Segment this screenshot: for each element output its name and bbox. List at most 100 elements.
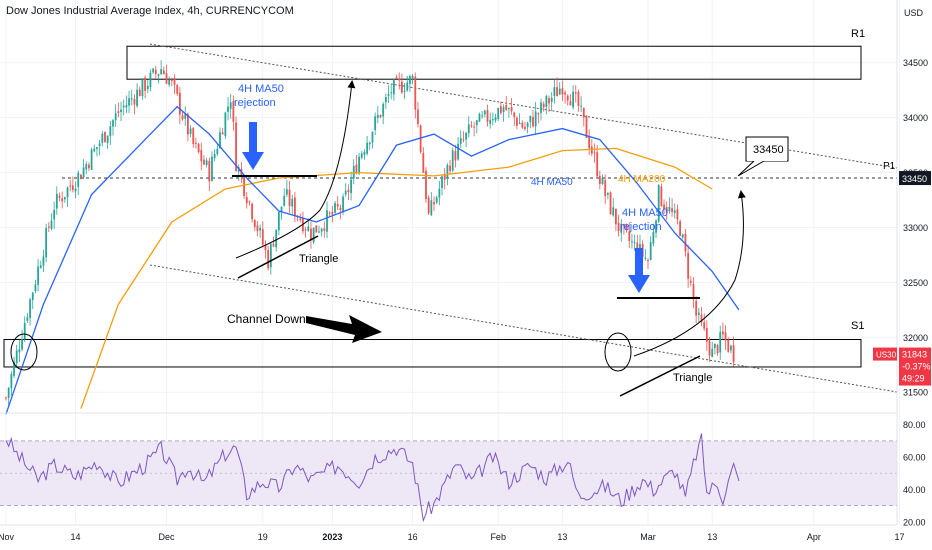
candle-body	[248, 201, 251, 203]
candle-body	[13, 361, 15, 376]
candle-body	[224, 112, 227, 137]
candle-body	[676, 209, 679, 220]
candle-body	[251, 203, 253, 220]
candle-body	[548, 98, 550, 104]
candle-body	[647, 259, 649, 261]
candle-body	[574, 92, 577, 94]
candle-body	[31, 292, 34, 300]
candle-body	[561, 88, 564, 95]
time-tick-label: Nov	[0, 532, 14, 542]
candle-body	[403, 90, 406, 92]
candle-body	[39, 265, 42, 268]
candle-body	[53, 210, 56, 220]
candle-body	[601, 178, 604, 185]
candle-body	[655, 220, 657, 233]
candle-body	[497, 107, 500, 119]
candle-body	[61, 198, 64, 202]
candle-body	[47, 226, 50, 228]
candle-body	[499, 105, 502, 113]
candle-body	[285, 189, 288, 195]
candle-body	[312, 227, 315, 243]
candle-body	[109, 126, 112, 137]
candle-body	[419, 125, 422, 152]
candle-body	[106, 135, 109, 143]
candle-body	[556, 87, 558, 97]
support-touch-circle-1	[10, 333, 38, 371]
candle-body	[227, 106, 229, 112]
candle-body	[451, 150, 454, 171]
candle-body	[537, 113, 540, 115]
candle-body	[593, 152, 596, 154]
price-tick-label: 31500	[903, 388, 928, 398]
target-callout-pointer	[737, 160, 765, 177]
candle-body	[703, 322, 706, 329]
candle-body	[457, 143, 459, 160]
candle-body	[534, 111, 537, 127]
target-callout-label: 33450	[753, 144, 784, 156]
candle-body	[213, 154, 216, 159]
candle-body	[529, 115, 532, 123]
candle-body	[350, 179, 352, 193]
candle-body	[590, 146, 593, 154]
price-tick-label: 34500	[903, 58, 928, 68]
candle-body	[588, 136, 591, 149]
candle-body	[5, 397, 7, 399]
candle-body	[144, 77, 146, 91]
triangle-line-1	[237, 235, 319, 279]
current-price-badge	[899, 347, 931, 386]
candle-body	[173, 78, 176, 85]
candle-body	[526, 122, 529, 128]
candle-body	[58, 195, 61, 198]
candle-body	[294, 197, 296, 217]
candle-body	[724, 332, 727, 341]
candle-body	[114, 113, 117, 121]
candle-body	[101, 133, 104, 143]
candle-body	[454, 151, 457, 161]
candle-body	[668, 206, 671, 212]
annotation-ma50-label: 4H MA50	[531, 177, 573, 188]
candle-body	[66, 187, 69, 198]
candle-body	[417, 109, 419, 124]
time-tick-label: 17	[894, 532, 904, 542]
zone-label-r1: R1	[851, 28, 865, 40]
candle-body	[184, 114, 187, 119]
candle-body	[77, 172, 80, 187]
candle-body	[342, 196, 344, 213]
candle-body	[513, 112, 516, 118]
candle-body	[711, 348, 714, 358]
time-tick-label: Dec	[158, 532, 175, 542]
rsi-tick-label: 60.00	[903, 453, 926, 463]
rsi-tick-label: 20.00	[903, 517, 926, 527]
chart-title: Dow Jones Industrial Average Index, 4h, …	[6, 5, 294, 17]
time-tick-label: Feb	[490, 532, 506, 542]
candle-body	[299, 218, 302, 220]
candle-body	[267, 249, 270, 269]
candle-body	[176, 84, 179, 94]
candle-body	[684, 233, 687, 252]
candle-body	[722, 331, 724, 335]
candle-body	[45, 228, 48, 258]
time-tick-label: 14	[71, 532, 81, 542]
candle-body	[366, 142, 369, 154]
candle-body	[280, 206, 283, 212]
candle-body	[695, 300, 698, 316]
candle-body	[516, 117, 518, 126]
candle-body	[96, 147, 98, 149]
current-price-change: -0.37%	[902, 362, 931, 372]
candle-body	[125, 105, 128, 108]
candle-body	[510, 107, 513, 112]
candle-body	[623, 223, 625, 227]
candle-body	[443, 174, 446, 180]
candle-body	[598, 175, 601, 184]
candle-body	[74, 188, 77, 192]
price-tick-label: 32000	[903, 333, 928, 343]
candle-body	[253, 220, 256, 227]
candle-body	[708, 340, 711, 356]
candle-body	[411, 75, 414, 79]
candle-body	[154, 69, 157, 75]
candle-body	[545, 95, 548, 107]
candle-body	[606, 192, 609, 195]
candle-body	[679, 221, 681, 236]
candle-body	[221, 132, 224, 135]
